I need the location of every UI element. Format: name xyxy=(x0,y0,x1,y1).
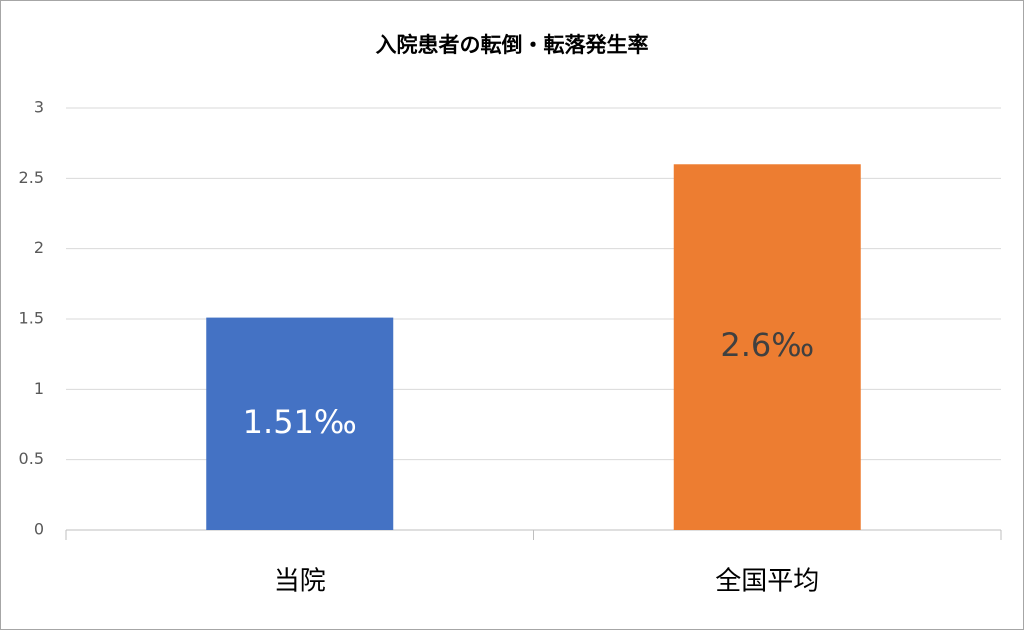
data-label: 1.51‰ xyxy=(243,403,357,441)
y-tick-label: 0.5 xyxy=(19,449,44,468)
y-tick-label: 1.5 xyxy=(19,309,44,328)
data-label: 2.6‰ xyxy=(720,326,814,364)
y-tick-label: 0 xyxy=(34,520,44,539)
y-tick-label: 1 xyxy=(34,379,44,398)
x-tick-label: 当院 xyxy=(274,567,326,597)
x-tick-label: 全国平均 xyxy=(715,567,819,597)
bar xyxy=(206,317,394,530)
y-tick-label: 3 xyxy=(34,98,44,117)
y-tick-label: 2.5 xyxy=(19,168,44,187)
chart-title: 入院患者の転倒・転落発生率 xyxy=(376,33,649,57)
y-tick-label: 2 xyxy=(34,238,44,257)
bar xyxy=(673,164,861,530)
